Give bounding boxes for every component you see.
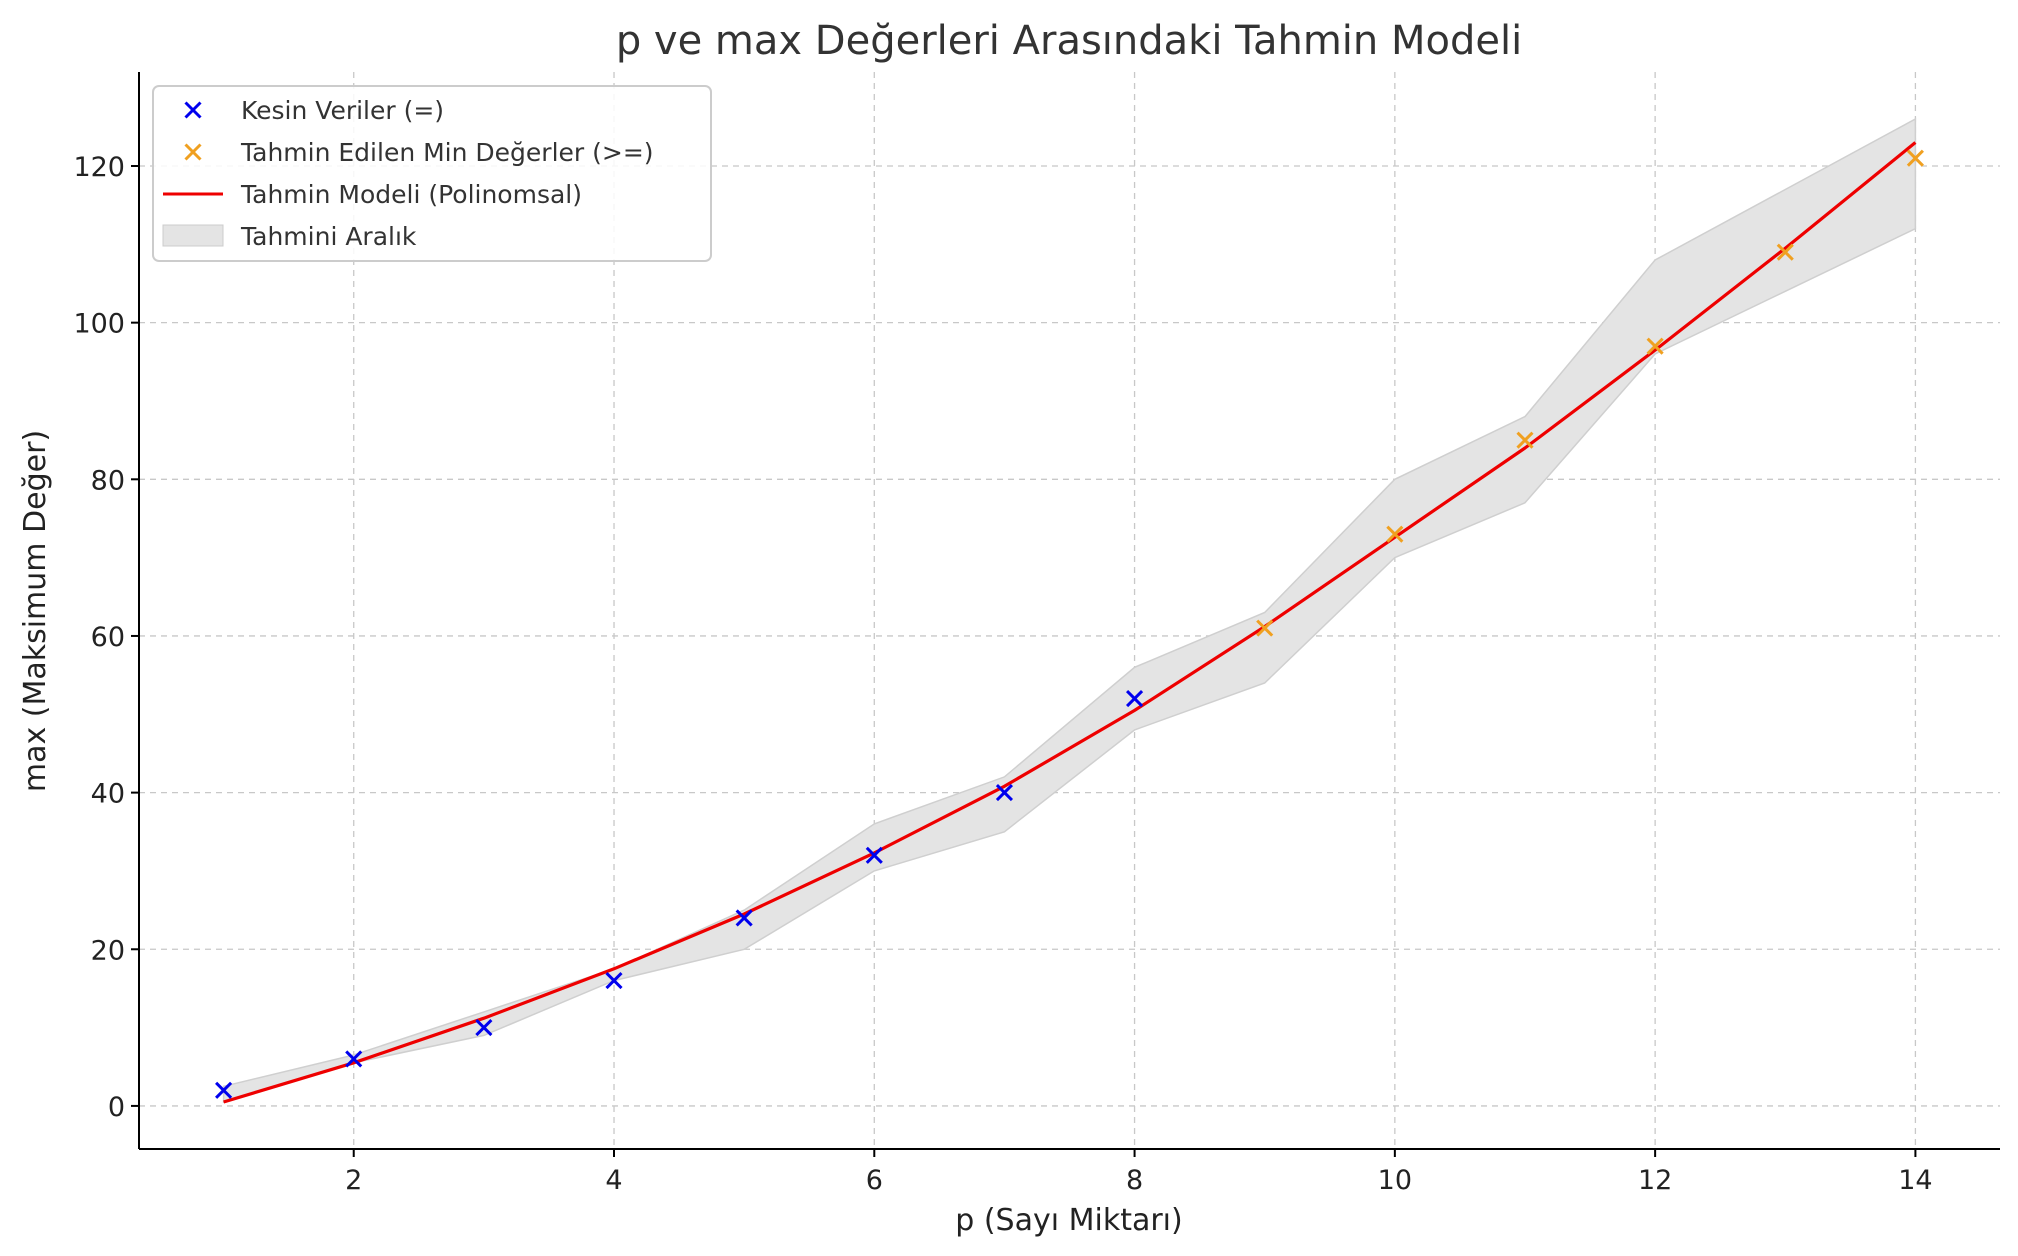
y-tick-label: 20 bbox=[91, 935, 125, 966]
y-axis-label: max (Maksimum Değer) bbox=[18, 430, 53, 792]
x-tick-label: 14 bbox=[1898, 1165, 1932, 1196]
legend-label-exact-data: Kesin Veriler (=) bbox=[241, 96, 444, 125]
legend-x-mark bbox=[184, 143, 202, 161]
y-tick-label: 40 bbox=[91, 779, 125, 810]
legend-label-band: Tahmini Aralık bbox=[240, 222, 417, 251]
x-tick-label: 4 bbox=[605, 1165, 622, 1196]
x-axis-label: p (Sayı Miktarı) bbox=[955, 1203, 1182, 1238]
x-tick-label: 12 bbox=[1638, 1165, 1672, 1196]
chart-title: p ve max Değerleri Arasındaki Tahmin Mod… bbox=[616, 18, 1522, 64]
exact-data-point bbox=[215, 1081, 233, 1099]
estimated-min-point bbox=[1906, 149, 1924, 167]
exact-data-point bbox=[1126, 690, 1144, 708]
estimated-min-point bbox=[1646, 337, 1664, 355]
x-tick-label: 2 bbox=[345, 1165, 362, 1196]
y-tick-label: 100 bbox=[73, 309, 125, 340]
exact-data-point bbox=[475, 1019, 493, 1037]
legend-box bbox=[152, 85, 712, 262]
y-tick-label: 80 bbox=[91, 465, 125, 496]
y-tick-label: 120 bbox=[73, 152, 125, 183]
y-tick-label: 60 bbox=[91, 622, 125, 653]
legend-item-model: Tahmin Modeli (Polinomsal) bbox=[163, 180, 582, 209]
legend-item-band: Tahmini Aralık bbox=[162, 222, 417, 251]
x-tick-label: 8 bbox=[1126, 1165, 1143, 1196]
x-tick-label: 10 bbox=[1378, 1165, 1412, 1196]
legend-label-model: Tahmin Modeli (Polinomsal) bbox=[240, 180, 582, 209]
exact-data-point bbox=[605, 972, 623, 990]
axes bbox=[138, 72, 2000, 1150]
y-tick-label: 0 bbox=[108, 1092, 125, 1123]
legend-swatch-band bbox=[162, 224, 224, 247]
legend-marker-estimated-min bbox=[184, 143, 202, 161]
exact-data-point bbox=[865, 846, 883, 864]
estimated-min-point bbox=[1516, 431, 1534, 449]
estimated-min-point bbox=[1776, 243, 1794, 261]
model-line bbox=[223, 141, 1917, 1104]
estimated-min-point bbox=[1256, 619, 1274, 637]
legend-marker-exact-data bbox=[184, 101, 202, 119]
prediction-band-layer bbox=[222, 117, 1917, 1104]
legend-x-mark bbox=[184, 101, 202, 119]
marker-layer bbox=[215, 149, 1924, 1099]
prediction-band bbox=[222, 117, 1917, 1104]
legend-item-exact-data: Kesin Veriler (=) bbox=[184, 96, 444, 125]
model-line-layer bbox=[223, 141, 1917, 1104]
legend: Kesin Veriler (=) Tahmin Edilen Min Değe… bbox=[152, 85, 712, 262]
legend-label-estimated-min: Tahmin Edilen Min Değerler (>=) bbox=[240, 138, 654, 167]
exact-data-point bbox=[345, 1050, 363, 1068]
x-tick-label: 6 bbox=[866, 1165, 883, 1196]
estimated-min-point bbox=[1386, 525, 1404, 543]
legend-item-estimated-min: Tahmin Edilen Min Değerler (>=) bbox=[184, 138, 654, 167]
exact-data-point bbox=[735, 909, 753, 927]
exact-data-point bbox=[995, 784, 1013, 802]
ticks: 2 4 6 8 10 12 14 0 20 40 60 80 100 120 bbox=[73, 152, 1932, 1196]
